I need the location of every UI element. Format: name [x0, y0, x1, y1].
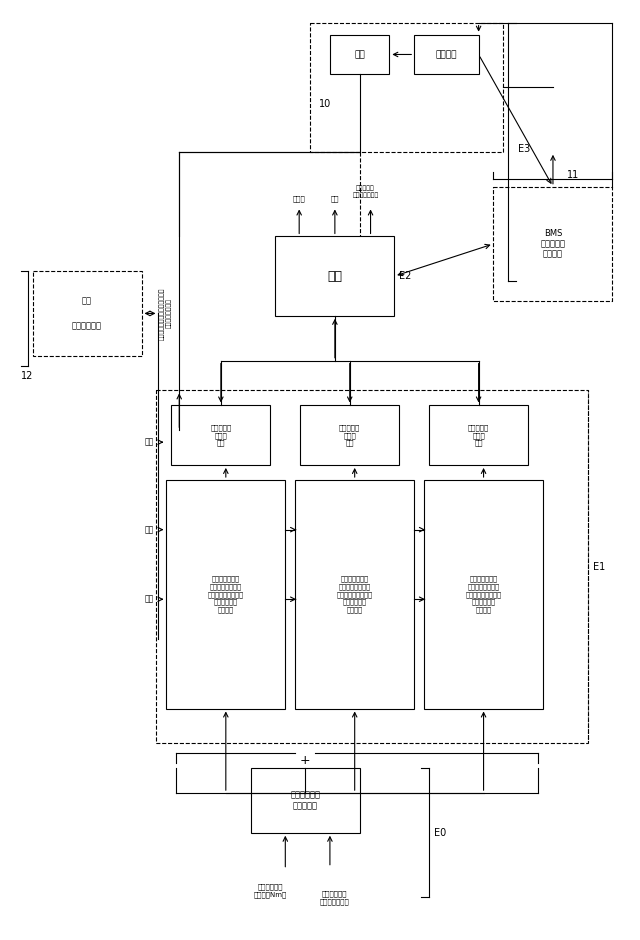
Text: 損害: 損害: [331, 196, 339, 202]
Text: BMS
（セル電圧
の測定）: BMS （セル電圧 の測定）: [540, 229, 566, 258]
Text: 電圧１での
水電離
電力: 電圧１での 水電離 電力: [211, 424, 232, 446]
Bar: [295, 480, 414, 709]
Bar: [493, 187, 612, 301]
Bar: [166, 480, 285, 709]
Text: バッテリ: バッテリ: [436, 50, 457, 59]
Text: +: +: [300, 754, 310, 767]
Bar: [172, 405, 271, 465]
Text: 10: 10: [319, 100, 331, 109]
Bar: [275, 236, 394, 316]
Text: 終端欠: 終端欠: [293, 196, 305, 202]
Bar: [156, 390, 588, 744]
Text: 電圧: 電圧: [144, 525, 154, 534]
Text: E2: E2: [399, 271, 412, 281]
Text: E3: E3: [518, 145, 531, 154]
Text: スーパバイザ: スーパバイザ: [72, 321, 102, 331]
Bar: [33, 271, 141, 355]
Bar: [330, 35, 389, 74]
Bar: [424, 480, 543, 709]
Text: 車面における電圧整流器の整数
および電力の特性: 車面における電圧整流器の整数 および電力の特性: [159, 288, 172, 339]
Text: 強度: 強度: [144, 438, 154, 446]
Text: 11: 11: [566, 170, 579, 180]
Bar: [310, 23, 504, 152]
Text: 温度: 温度: [144, 595, 154, 603]
Text: E1: E1: [593, 562, 605, 572]
Text: 電圧１における
電源システム概数
電力カシステム概数
バッテリ概数
損失概数: 電圧１における 電源システム概数 電力カシステム概数 バッテリ概数 損失概数: [208, 575, 244, 613]
Bar: [300, 405, 399, 465]
Text: E0: E0: [434, 828, 446, 838]
Bar: [429, 405, 528, 465]
Text: 12: 12: [21, 370, 34, 381]
Text: 接続された
モジュールの数: 接続された モジュールの数: [353, 185, 379, 197]
Text: 電圧２における
電源システム概数
電力カシステム概数
バッテリ概数
損失概数: 電圧２における 電源システム概数 電力カシステム概数 バッテリ概数 損失概数: [337, 575, 372, 613]
Text: 電圧２での
水電離
電力: 電圧２での 水電離 電力: [339, 424, 360, 446]
Text: 電圧３における
電源システム概数
電力カシステム概数
バッテリ概数
損失概数: 電圧３における 電源システム概数 電力カシステム概数 バッテリ概数 損失概数: [465, 575, 502, 613]
Text: 電圧３での
水電離
電力: 電圧３での 水電離 電力: [468, 424, 489, 446]
Text: トランスミッ
ション概数: トランスミッ ション概数: [290, 791, 320, 810]
Text: 最小: 最小: [328, 270, 342, 283]
Bar: [414, 35, 479, 74]
Text: 電圧: 電圧: [355, 50, 365, 59]
Text: ホイールでの
トルク（Nm）: ホイールでの トルク（Nm）: [254, 884, 287, 898]
Text: 車画: 車画: [82, 296, 92, 306]
Bar: [251, 768, 360, 833]
Text: ホイールでの
速度（ｒｐｍ）: ホイールでの 速度（ｒｐｍ）: [320, 890, 349, 904]
